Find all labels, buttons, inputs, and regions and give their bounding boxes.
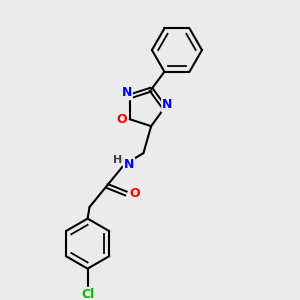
Text: O: O (117, 113, 127, 126)
Text: N: N (124, 158, 134, 171)
Text: Cl: Cl (81, 288, 94, 300)
Text: N: N (162, 98, 172, 112)
Text: N: N (122, 86, 132, 99)
Text: H: H (113, 155, 122, 165)
Text: O: O (130, 187, 140, 200)
